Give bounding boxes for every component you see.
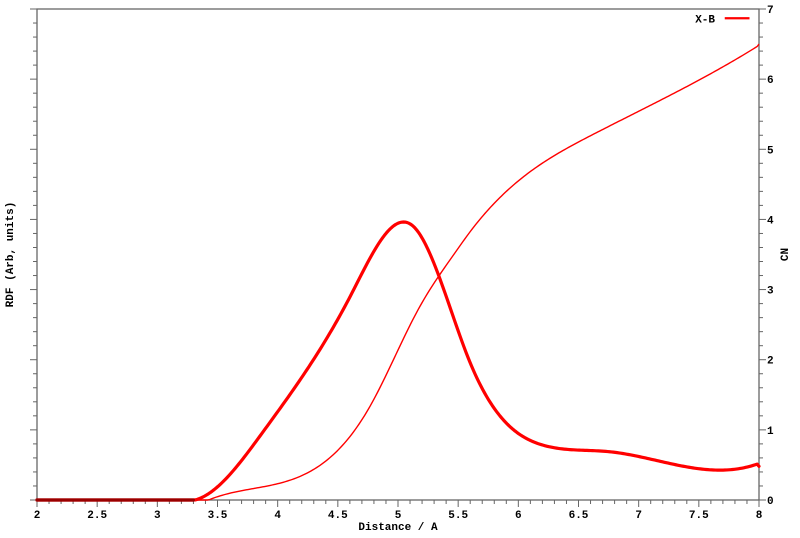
svg-text:3: 3 bbox=[767, 286, 774, 298]
svg-text:6.5: 6.5 bbox=[569, 510, 589, 522]
svg-text:RDF (Arb, units): RDF (Arb, units) bbox=[5, 202, 17, 308]
svg-text:8: 8 bbox=[756, 510, 763, 522]
svg-text:5.5: 5.5 bbox=[448, 510, 468, 522]
svg-text:6: 6 bbox=[767, 75, 774, 87]
svg-text:5: 5 bbox=[767, 145, 774, 157]
svg-text:2.5: 2.5 bbox=[87, 510, 107, 522]
svg-text:2: 2 bbox=[34, 510, 41, 522]
svg-text:7.5: 7.5 bbox=[689, 510, 709, 522]
svg-text:6: 6 bbox=[515, 510, 522, 522]
svg-text:4.5: 4.5 bbox=[328, 510, 348, 522]
svg-text:Distance / A: Distance / A bbox=[358, 522, 438, 533]
svg-text:4: 4 bbox=[767, 215, 774, 227]
svg-text:2: 2 bbox=[767, 356, 774, 368]
svg-text:X-B: X-B bbox=[695, 14, 715, 26]
svg-text:CN: CN bbox=[780, 248, 792, 261]
svg-text:1: 1 bbox=[767, 426, 774, 438]
svg-text:3: 3 bbox=[154, 510, 161, 522]
svg-text:4: 4 bbox=[274, 510, 281, 522]
svg-text:7: 7 bbox=[767, 5, 774, 17]
svg-text:0: 0 bbox=[767, 496, 774, 508]
svg-text:7: 7 bbox=[635, 510, 642, 522]
svg-text:5: 5 bbox=[395, 510, 402, 522]
svg-text:3.5: 3.5 bbox=[208, 510, 228, 522]
